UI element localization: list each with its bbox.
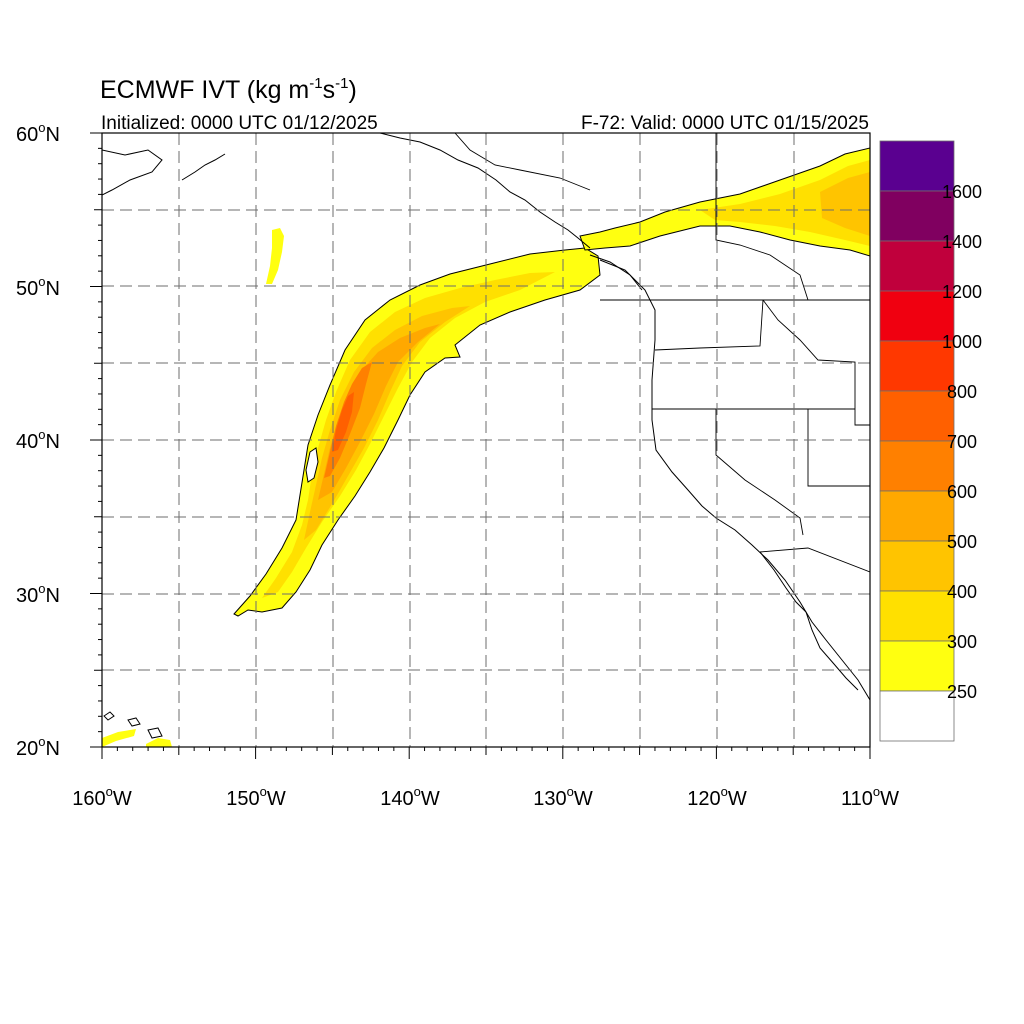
colorbar-label-600: 600	[947, 482, 977, 502]
lat-label-50: 50oN	[16, 274, 60, 300]
colorbar-label-400: 400	[947, 582, 977, 602]
colorbar-label-1600: 1600	[942, 182, 982, 202]
latitude-labels: 60oN 50oN 40oN 30oN 20oN	[16, 120, 60, 760]
colorbar-label-300: 300	[947, 632, 977, 652]
political-borders	[454, 133, 870, 573]
alaska-canada-border	[454, 133, 591, 191]
na-west-coast	[599, 259, 870, 701]
lat-label-60: 60oN	[16, 120, 60, 146]
ivt-plume-gap	[305, 447, 319, 483]
colorbar-label-1000: 1000	[942, 332, 982, 352]
colorbar-label-1400: 1400	[942, 232, 982, 252]
lat-label-20: 20oN	[16, 734, 60, 760]
wa-or-border	[654, 299, 764, 351]
colorbar-swatch	[879, 640, 955, 692]
colorbar-swatch	[879, 440, 955, 492]
colorbar-label-800: 800	[947, 382, 977, 402]
vancouver-island	[589, 254, 643, 291]
lon-label-110: 110oW	[841, 784, 899, 810]
colorbar-swatch	[879, 690, 955, 742]
longitude-labels: 160oW 150oW 140oW 130oW 120oW 110oW	[72, 784, 899, 810]
ivt-field	[102, 147, 870, 747]
axis-ticks	[90, 132, 871, 759]
ca-nv-border	[715, 409, 804, 536]
lon-label-140: 140oW	[380, 784, 440, 810]
lon-label-160: 160oW	[72, 784, 132, 810]
plot-area	[102, 133, 870, 747]
colorbar-label-500: 500	[947, 532, 977, 552]
ivt-patch-hawaii-1	[102, 729, 136, 747]
bc-alaska-border	[715, 133, 809, 301]
colorbar-swatch	[879, 390, 955, 442]
colorbar-swatch	[879, 290, 955, 342]
hawaii-islands	[103, 711, 163, 739]
colorbar-labels: 1600 1400 1200 1000 800 700 600 500 400 …	[942, 182, 982, 702]
coastlines	[102, 133, 870, 701]
ivt-north-plume-300	[700, 160, 870, 246]
lon-label-120: 120oW	[687, 784, 747, 810]
colorbar-swatch	[879, 540, 955, 592]
map-title: ECMWF IVT (kg m-1s-1)	[100, 75, 357, 104]
init-time-label: Initialized: 0000 UTC 01/12/2025	[101, 113, 378, 134]
gridlines	[102, 133, 870, 747]
ivt-north-plume-400	[820, 172, 870, 236]
lon-label-130: 130oW	[533, 784, 593, 810]
ivt-plume-500	[318, 324, 440, 500]
colorbar-swatch	[879, 490, 955, 542]
alaska-coast	[102, 149, 163, 196]
colorbar	[879, 140, 955, 742]
colorbar-swatch	[879, 140, 955, 192]
gulf-alaska-coast	[379, 133, 591, 249]
colorbar-label-1200: 1200	[942, 282, 982, 302]
valid-time-label: F-72: Valid: 0000 UTC 01/15/2025	[581, 113, 869, 134]
lat-label-30: 30oN	[16, 581, 60, 607]
colorbar-swatch	[879, 240, 955, 292]
ivt-plume-250	[233, 247, 601, 617]
ivt-plume-700	[332, 392, 354, 452]
mexico-border	[759, 547, 870, 573]
colorbar-label-700: 700	[947, 432, 977, 452]
ivt-patch-north	[266, 228, 284, 284]
colorbar-label-250: 250	[947, 682, 977, 702]
lat-label-40: 40oN	[16, 427, 60, 453]
colorbar-swatch	[879, 340, 955, 392]
alaska-peninsula	[181, 153, 226, 181]
colorbar-swatch	[879, 590, 955, 642]
idaho-border	[762, 299, 870, 426]
ivt-patch-hawaii-2	[146, 738, 172, 747]
lon-label-150: 150oW	[226, 784, 286, 810]
nv-az-border	[807, 409, 870, 487]
baja-coast	[759, 551, 859, 691]
colorbar-swatch	[879, 190, 955, 242]
